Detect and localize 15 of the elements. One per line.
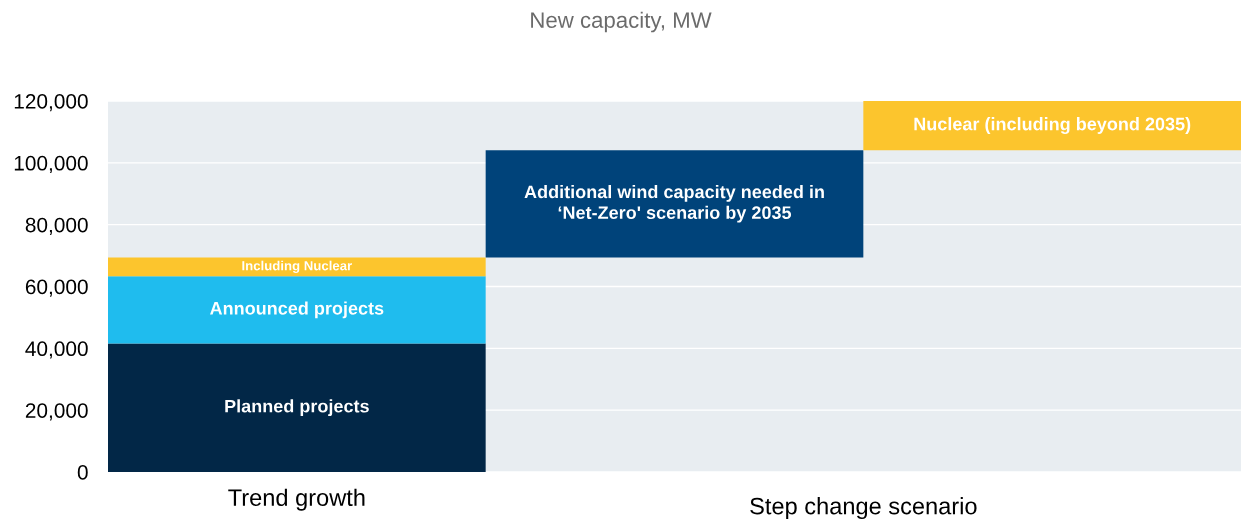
y-tick-label: 100,000 xyxy=(14,155,88,174)
series-label: Announced projects xyxy=(210,301,384,319)
text: Step change scenario xyxy=(750,497,977,520)
y-tick-label: 0 xyxy=(77,465,88,480)
y-tick-label: 80,000 xyxy=(25,217,88,235)
series-label: Planned projects xyxy=(225,399,369,417)
series-label: Additional wind capacity needed in ‘Net-Zero' scenario by 2035 xyxy=(524,185,824,223)
series-label: Including Nuclear xyxy=(242,260,352,274)
series-label: Nuclear (including beyond 2035) xyxy=(914,117,1191,135)
y-tick-label: 20,000 xyxy=(25,403,88,421)
chart-title: New capacity, MW xyxy=(531,11,712,33)
y-tick-label: 60,000 xyxy=(25,279,88,297)
y-tick-label: 40,000 xyxy=(25,341,88,359)
x-tick-label: Trend growth xyxy=(228,488,365,511)
y-tick-label: 120,000 xyxy=(14,94,88,112)
